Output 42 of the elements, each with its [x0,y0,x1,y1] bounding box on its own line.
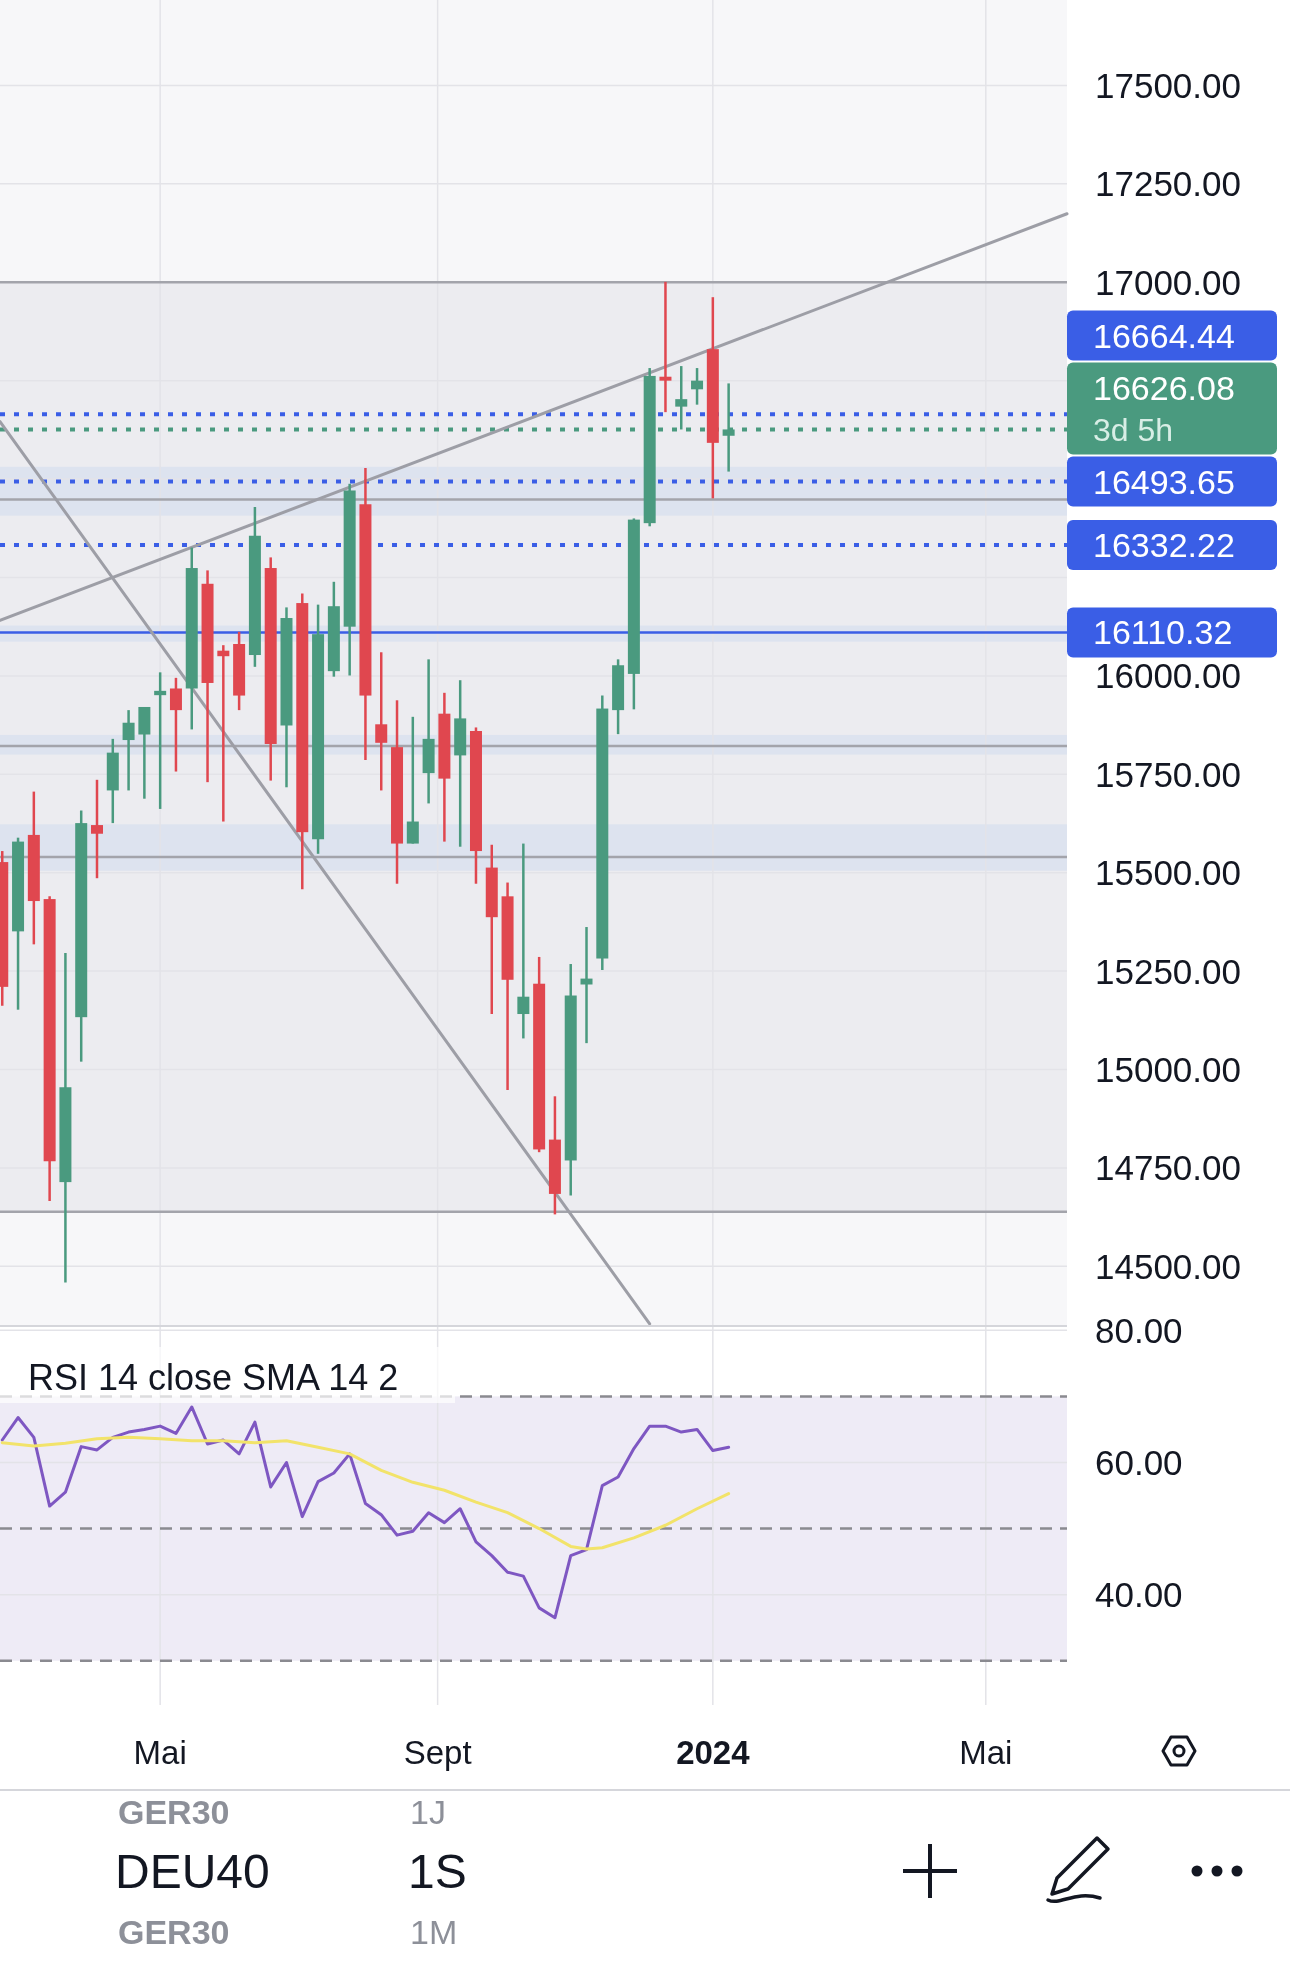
y-tick-label: 15500.00 [1095,853,1241,893]
x-tick-label: Mai [133,1733,187,1771]
ref-line-label: 16664.44 [1093,316,1235,355]
y-tick-label: 14500.00 [1095,1246,1241,1286]
text: 1S [408,1844,467,1898]
y-tick-label: 15250.00 [1095,951,1241,991]
candlestick [406,715,419,845]
y-tick-label: 60.00 [1095,1442,1183,1482]
x-tick-label: 2024 [676,1733,751,1771]
y-tick-label: 17500.00 [1095,65,1241,105]
y-tick-label: 40.00 [1095,1575,1183,1615]
candlestick [154,671,167,811]
y-tick-label: 14750.00 [1095,1148,1241,1188]
candlestick [659,280,672,414]
x-tick-label: Mai [959,1733,1013,1771]
text: RSI 14 close SMA 14 2 [28,1356,399,1398]
ref-line-label: 16110.32 [1093,613,1233,652]
y-tick-label: 17000.00 [1095,262,1241,302]
text: 1M [410,1913,458,1951]
y-tick-label: 15000.00 [1095,1050,1241,1090]
candlestick [169,676,182,773]
candlestick [517,842,530,1040]
candlestick [675,364,688,431]
text: GER30 [118,1913,230,1951]
x-tick-label: Sept [403,1733,472,1771]
ref-line-label: 16332.22 [1093,526,1235,565]
y-tick-label: 16000.00 [1095,656,1241,696]
ref-line-label: 16626.08 3d 5h [1093,368,1235,448]
candlestick [91,778,103,880]
text: DEU40 [115,1844,270,1898]
y-tick-label: 15750.00 [1095,754,1241,794]
y-tick-label: 17250.00 [1095,164,1241,204]
line-series [0,1435,731,1551]
candlestick [217,643,230,823]
line-series [0,1405,731,1620]
candlestick [691,366,704,406]
candlestick [375,651,388,792]
y-tick-label: 80.00 [1095,1310,1183,1350]
candlestick [122,708,135,792]
ref-line-label: 16493.65 [1093,462,1235,501]
text: GER30 [118,1793,230,1831]
text: 1J [410,1793,446,1831]
